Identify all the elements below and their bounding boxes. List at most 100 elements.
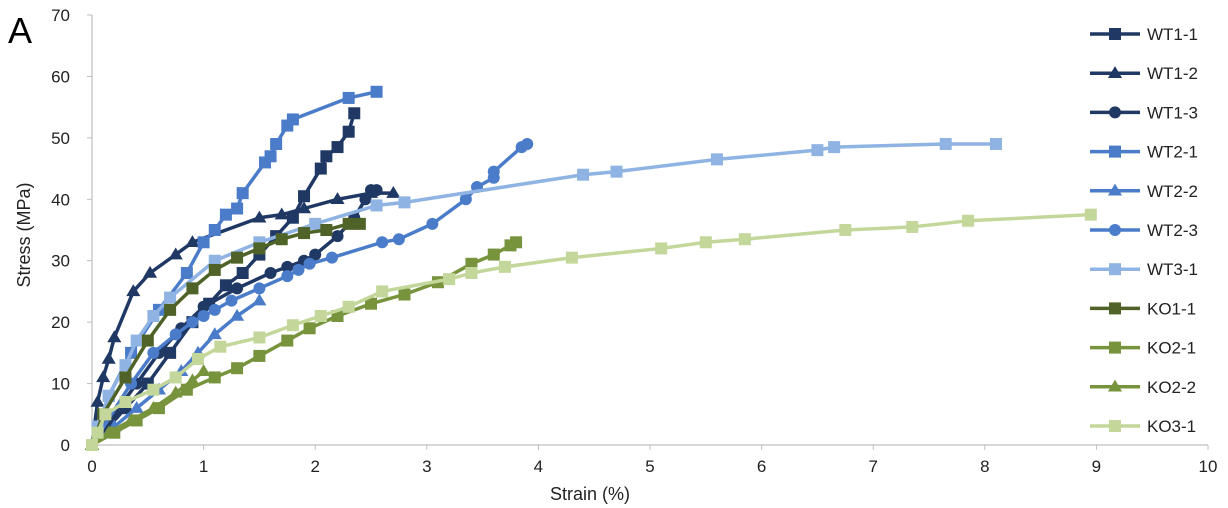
data-point-ko1-1 [208,263,221,276]
data-point-ko1-1 [164,303,177,316]
data-point-wt3-1 [370,199,383,212]
data-point-ko2-1 [398,288,411,301]
x-tick-label: 3 [422,457,431,476]
data-point-ko3-1 [169,371,182,384]
data-point-ko1-1 [141,334,154,347]
data-point-ko3-1 [1084,208,1097,221]
legend-label: WT2-1 [1147,143,1198,162]
data-point-ko1-1 [353,217,366,230]
data-point-wt2-1 [370,85,383,98]
legend-swatch-marker [1109,420,1121,432]
data-point-wt3-1 [989,138,1002,150]
data-point-wt3-1 [828,141,841,154]
data-point-wt1-2 [330,192,345,205]
data-point-wt1-2 [386,186,401,198]
panel-label: A [8,10,33,51]
x-tick-label: 8 [980,457,989,476]
data-point-ko2-1 [510,236,523,249]
data-point-ko1-1 [298,227,311,240]
data-point-wt2-3 [197,310,210,322]
data-point-ko3-1 [119,396,132,408]
data-point-wt2-3 [392,233,405,246]
legend-swatch-marker [1107,183,1123,196]
data-point-wt2-1 [197,236,210,249]
y-tick-label: 70 [51,6,70,25]
legend-label: WT1-1 [1147,25,1198,44]
data-point-ko3-1 [565,251,578,264]
legend: WT1-1 WT1-2 WT1-3 WT2-1 WT2-2 WT2-3 WT3-1 KO1-1… [1090,25,1198,436]
data-point-wt3-1 [147,310,160,322]
legend-label: KO3-1 [1147,417,1196,436]
y-tick-label: 10 [51,375,70,394]
data-point-ko3-1 [376,285,389,298]
data-point-ko2-1 [465,257,478,270]
y-tick-label: 0 [61,436,70,455]
data-point-wt1-1 [253,248,266,261]
data-point-wt1-2 [96,370,111,383]
data-point-wt2-1 [342,91,355,104]
legend-label: KO2-2 [1147,378,1196,397]
legend-item-ko2-1: KO2-1 [1090,339,1196,358]
data-point-ko2-2 [196,364,211,377]
data-point-wt3-1 [309,217,322,230]
data-point-ko1-1 [186,282,199,295]
legend-swatch-marker [1107,379,1123,392]
data-point-ko3-1 [465,267,478,279]
data-point-ko2-2 [185,373,200,386]
data-point-wt1-2 [126,284,141,297]
data-point-ko2-1 [231,362,244,375]
data-point-wt2-3 [521,138,534,150]
data-point-wt3-1 [577,168,590,181]
data-point-wt1-3 [370,184,383,197]
data-point-ko2-1 [365,297,377,310]
legend-label: WT1-2 [1147,64,1198,83]
data-point-ko1-1 [231,251,244,264]
data-point-ko3-1 [214,340,227,353]
data-point-wt1-2 [296,201,312,214]
legend-swatch-marker [1109,28,1121,40]
data-point-ko2-2 [124,413,139,426]
data-point-wt2-3 [186,316,199,329]
legend-label: WT2-2 [1147,182,1198,201]
data-point-ko3-1 [498,260,511,273]
data-point-wt3-1 [939,138,952,150]
data-point-wt2-3 [376,236,389,249]
legend-swatch-marker [1109,302,1121,315]
data-point-wt3-1 [710,153,723,166]
x-tick-label: 9 [1092,457,1101,476]
data-point-wt1-3 [359,193,372,206]
data-point-wt2-3 [292,263,305,276]
x-axis-title: Strain (%) [550,484,630,504]
data-point-wt1-3 [231,282,244,295]
data-point-wt1-1 [320,150,333,163]
legend-item-ko1-1: KO1-1 [1090,299,1196,318]
data-point-ko3-1 [906,220,919,233]
data-point-ko3-1 [314,310,327,322]
axes: 0 10 20 30 40 50 60 70 0 1 2 3 4 5 6 7 8 9 10 [51,6,1217,476]
data-point-ko3-1 [147,383,160,396]
data-point-wt1-1 [286,211,299,224]
x-tick-label: 4 [534,457,543,476]
data-point-ko3-1 [655,242,668,255]
data-point-wt1-2 [168,247,183,260]
legend-item-wt3-1: WT3-1 [1090,260,1198,279]
data-point-wt2-3 [303,257,316,270]
legend-swatch-marker [1109,341,1121,354]
data-point-wt1-3 [264,267,277,279]
data-point-wt2-3 [281,270,294,283]
y-tick-label: 40 [51,190,70,209]
data-point-wt3-1 [398,196,411,209]
legend-swatch-marker [1109,106,1121,119]
data-point-ko3-1 [342,300,355,313]
data-point-wt1-2 [142,265,158,278]
data-point-wt2-2 [230,308,245,321]
data-point-ko1-1 [342,217,355,230]
data-point-wt1-1 [331,141,344,154]
series-layer [84,85,1097,451]
data-point-wt2-1 [286,113,299,126]
legend-item-wt2-3: WT2-3 [1090,221,1198,240]
data-point-wt1-2 [101,351,116,364]
data-point-wt3-1 [610,165,623,178]
data-point-ko2-2 [101,425,116,438]
data-point-ko3-1 [99,408,112,421]
